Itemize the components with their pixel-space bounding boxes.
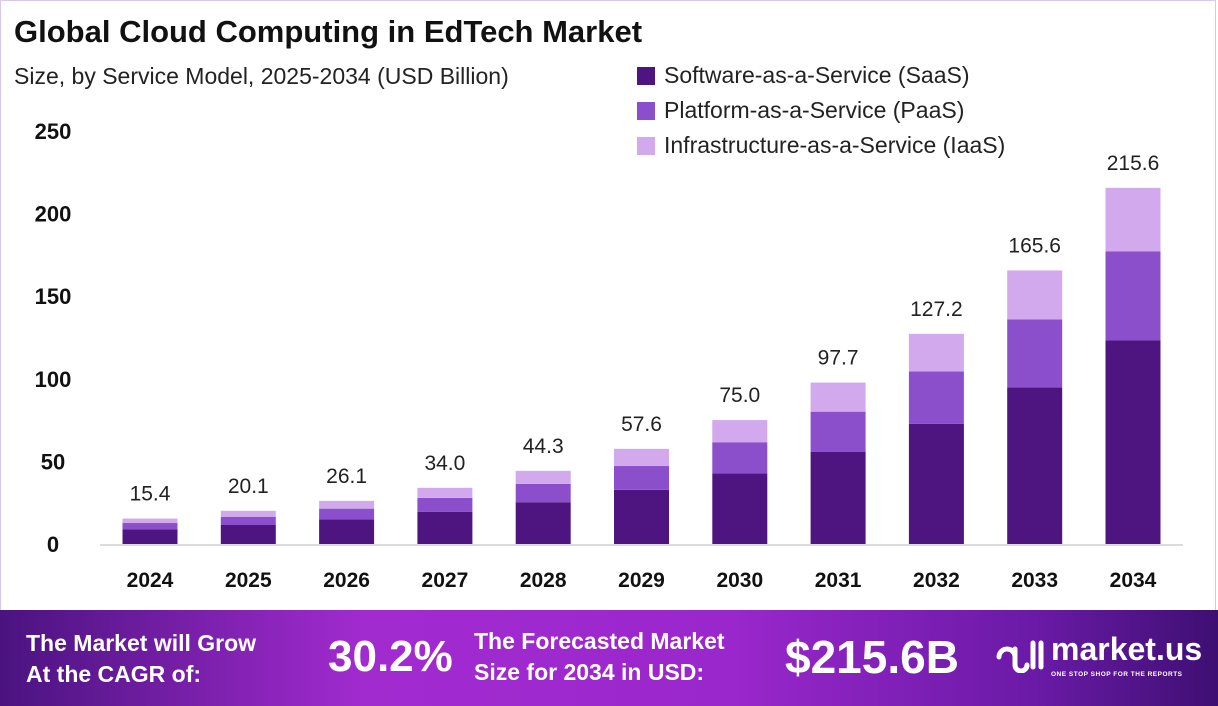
bar-segment-paas [1105, 251, 1161, 341]
bar-segment-saas [1105, 340, 1161, 544]
total-data-label: 15.4 [130, 483, 171, 506]
cagr-label: The Market will Grow At the CAGR of: [26, 628, 256, 690]
cagr-value: 30.2% [328, 632, 453, 681]
bar-segment-paas [614, 466, 669, 490]
y-tick-label: 100 [35, 367, 72, 392]
bar-segment-paas [810, 411, 866, 452]
legend-swatch [637, 66, 655, 85]
logo-text: market.us [1051, 631, 1203, 667]
bar-segment-saas [122, 529, 178, 544]
total-data-label: 165.6 [1008, 234, 1061, 257]
x-tick-label: 2025 [225, 569, 272, 592]
logo-icon [996, 640, 1044, 673]
bar-segment-saas [417, 511, 473, 544]
bar-segment-iaas [122, 518, 178, 524]
total-data-label: 34.0 [424, 452, 465, 475]
legend-swatch [637, 136, 655, 155]
bar-segment-paas [908, 371, 964, 424]
x-tick-label: 2026 [323, 569, 370, 592]
bar-segment-saas [908, 423, 964, 544]
bar-segment-iaas [515, 470, 571, 484]
bar-segment-saas [319, 519, 375, 544]
total-data-label: 20.1 [228, 475, 269, 498]
x-tick-label: 2033 [1011, 569, 1058, 592]
total-data-label: 44.3 [523, 435, 564, 458]
total-data-label: 75.0 [719, 384, 760, 407]
forecast-label-line1: The Forecasted Market [474, 628, 725, 654]
y-tick-label: 150 [35, 284, 72, 309]
x-tick-label: 2027 [422, 569, 469, 592]
y-tick-label: 0 [47, 532, 59, 557]
legend-label: Software-as-a-Service (SaaS) [664, 62, 970, 88]
bar-segment-iaas [810, 382, 866, 412]
bar-segment-iaas [1105, 187, 1161, 252]
bar-segment-paas [319, 508, 375, 520]
bar-segment-iaas [908, 333, 964, 372]
cagr-label-line2: At the CAGR of: [26, 661, 202, 687]
y-tick-label: 250 [35, 119, 72, 144]
cagr-label-line1: The Market will Grow [26, 630, 257, 656]
bar-segment-iaas [319, 500, 375, 509]
x-tick-label: 2028 [520, 569, 567, 592]
legend-item: Infrastructure-as-a-Service (IaaS) [637, 132, 1005, 159]
bar-segment-saas [220, 525, 276, 544]
bar-chart: 0 50 100 150 200 250 15.4 2024 20.1 2025 26.1 2026 3… [35, 119, 1183, 592]
bar-segment-paas [1007, 319, 1063, 388]
total-data-label: 57.6 [621, 413, 662, 436]
total-data-label: 26.1 [326, 465, 367, 488]
y-tick-label: 200 [35, 202, 72, 227]
legend-label: Platform-as-a-Service (PaaS) [664, 97, 965, 123]
forecast-label: The Forecasted Market Size for 2034 in U… [474, 626, 725, 688]
bar-segment-saas [810, 451, 866, 544]
bar-segment-iaas [417, 487, 473, 498]
y-tick-label: 50 [41, 449, 65, 474]
bar-segment-iaas [712, 420, 768, 443]
forecast-value: $215.6B [785, 631, 959, 683]
x-tick-label: 2030 [716, 569, 763, 592]
bar-segment-paas [515, 483, 571, 503]
total-data-label: 97.7 [818, 347, 859, 370]
total-data-label: 215.6 [1107, 152, 1160, 175]
x-tick-label: 2024 [127, 569, 174, 592]
bar-segment-paas [417, 497, 473, 512]
forecast-label-line2: Size for 2034 in USD: [474, 659, 705, 685]
bar-segment-iaas [614, 448, 669, 467]
x-tick-label: 2032 [913, 569, 960, 592]
total-data-label: 127.2 [910, 298, 963, 321]
logo-tagline: ONE STOP SHOP FOR THE REPORTS [1051, 671, 1183, 678]
bar-segment-paas [122, 523, 178, 530]
legend-swatch [637, 101, 655, 120]
x-tick-label: 2029 [618, 569, 665, 592]
bar-segment-paas [712, 442, 768, 474]
bar-segment-iaas [1007, 270, 1063, 320]
legend-item: Software-as-a-Service (SaaS) [637, 62, 970, 89]
x-tick-label: 2034 [1110, 569, 1157, 592]
x-tick-label: 2031 [815, 569, 862, 592]
chart-title: Global Cloud Computing in EdTech Market [14, 14, 643, 49]
bar-segment-saas [712, 473, 768, 544]
footer-banner: The Market will Grow At the CAGR of: 30.… [0, 610, 1218, 706]
legend-item: Platform-as-a-Service (PaaS) [637, 97, 964, 124]
legend-label: Infrastructure-as-a-Service (IaaS) [664, 132, 1006, 158]
bar-segment-saas [515, 502, 571, 544]
bar-segment-paas [220, 516, 276, 526]
market-us-logo: market.us ONE STOP SHOP FOR THE REPORTS [995, 630, 1202, 679]
bar-segment-saas [614, 489, 669, 544]
bar-segment-saas [1007, 387, 1063, 544]
bar-segment-iaas [220, 510, 276, 517]
chart-frame [0, 0, 1216, 610]
chart-subtitle: Size, by Service Model, 2025-2034 (USD B… [14, 63, 509, 89]
